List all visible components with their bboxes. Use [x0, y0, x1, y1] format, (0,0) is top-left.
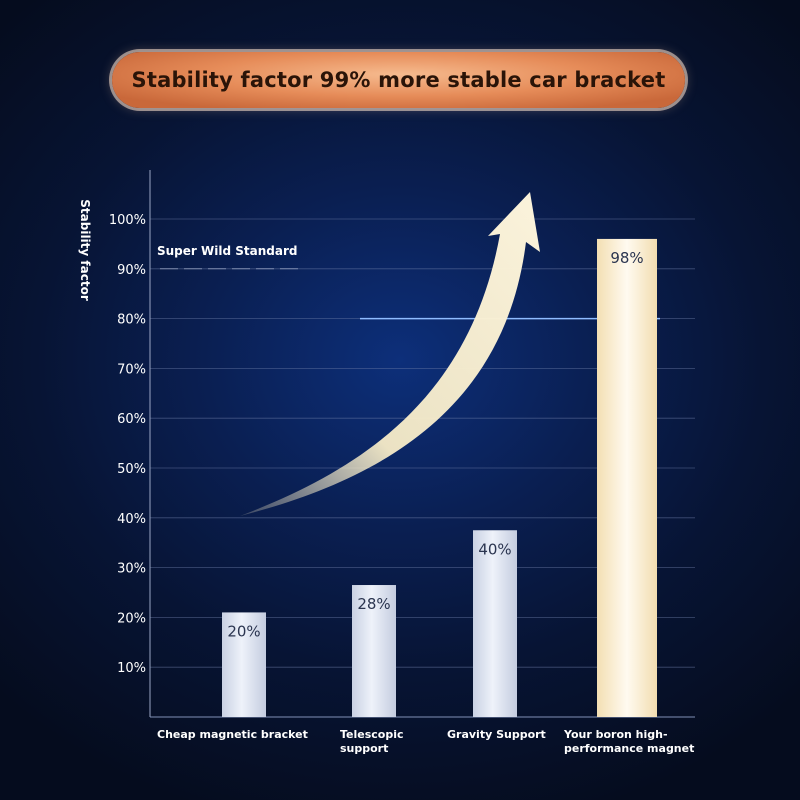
bar-highlight: [597, 238, 657, 718]
bar: [473, 530, 517, 717]
trend-arrow: [240, 192, 540, 516]
bar-value-label: 28%: [357, 595, 390, 613]
y-tick-label: 100%: [109, 213, 146, 228]
y-axis: 10% 20% 30% 40% 50% 60% 70% 80% 90% 100%: [109, 170, 695, 718]
y-tick-label: 40%: [117, 512, 146, 527]
y-tick-label: 50%: [117, 462, 146, 477]
y-tick-label: 60%: [117, 412, 146, 427]
y-tick-label: 10%: [117, 661, 146, 676]
x-category-label: Cheap magnetic bracket: [157, 728, 308, 741]
x-category-label: Your boron high-: [563, 728, 668, 741]
y-tick-label: 80%: [117, 313, 146, 328]
x-category-label: support: [340, 742, 388, 755]
bar-value-labels: 20% 28% 40% 98%: [227, 249, 643, 640]
bars: [222, 238, 657, 718]
x-category-label: performance magnet: [564, 742, 694, 755]
x-category-label: Telescopic: [340, 728, 404, 741]
bar-value-label: 20%: [227, 622, 260, 640]
y-tick-label: 30%: [117, 562, 146, 577]
bar: [352, 585, 396, 717]
x-category-label: Gravity Support: [447, 728, 546, 741]
y-tick-label: 70%: [117, 362, 146, 377]
reference-line-group: Super Wild Standard: [157, 244, 660, 322]
chart-title: Stability factor 99% more stable car bra…: [131, 68, 666, 92]
bar-value-label: 98%: [610, 249, 643, 267]
y-tick-label: 90%: [117, 263, 146, 278]
bar: [222, 612, 266, 717]
y-tick-label: 20%: [117, 611, 146, 626]
bar-value-label: 40%: [478, 540, 511, 558]
reference-line-label: Super Wild Standard: [157, 244, 297, 258]
chart-title-banner: Stability factor 99% more stable car bra…: [112, 52, 685, 108]
